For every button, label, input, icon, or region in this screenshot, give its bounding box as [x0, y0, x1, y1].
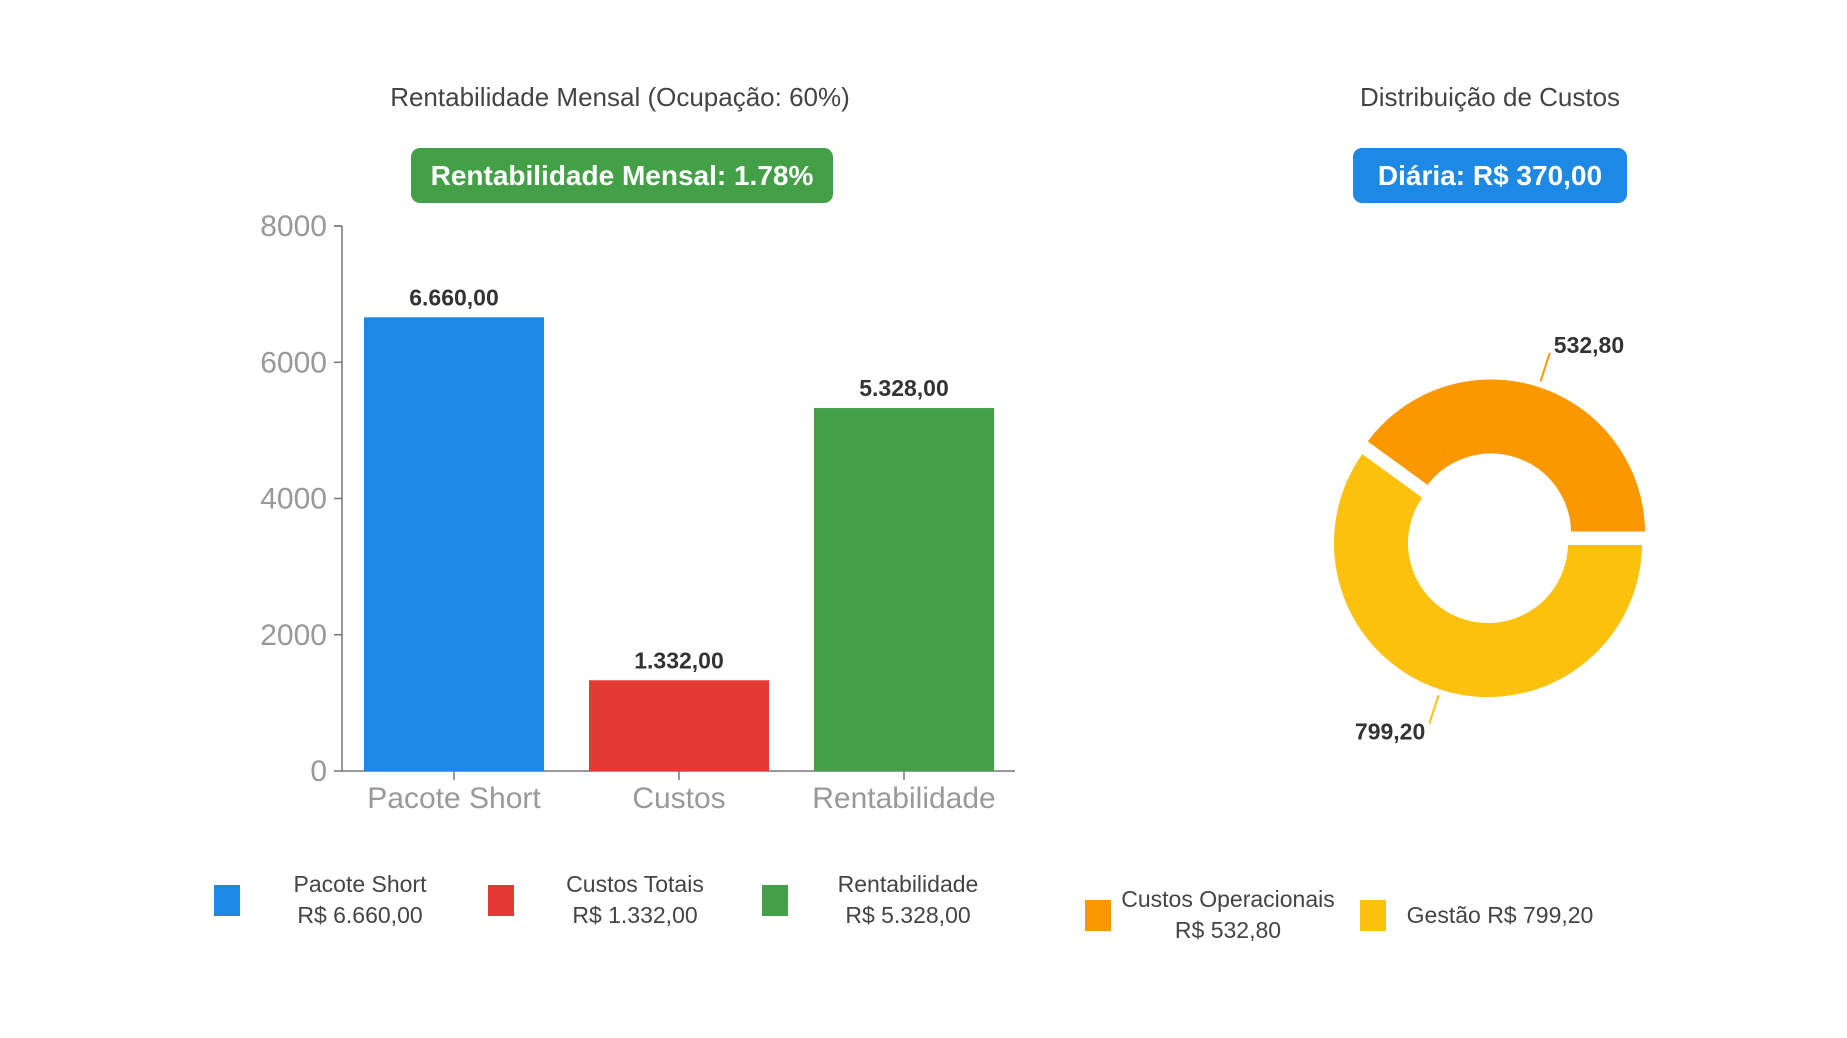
legend-label: Rentabilidade R$ 5.328,00 [818, 869, 998, 931]
x-tick-label: Custos [632, 782, 725, 815]
legend-label: Gestão R$ 799,20 [1395, 900, 1605, 931]
pie-leader-line [1539, 352, 1551, 382]
legend-swatch [1360, 900, 1386, 931]
x-tick-label: Pacote Short [367, 782, 541, 815]
pie-slice-custos-operacionais [1362, 375, 1650, 536]
pie-leader-line [1428, 694, 1440, 725]
profitability-badge: Rentabilidade Mensal: 1.78% [411, 148, 833, 203]
legend-label-line1: Gestão R$ 799,20 [1406, 902, 1594, 928]
y-tick-label: 0 [310, 755, 327, 788]
legend-label-line2: R$ 1.332,00 [572, 902, 698, 928]
legend-swatch [488, 885, 514, 916]
legend-label-line1: Custos Totais [566, 871, 704, 897]
bar-data-label: 1.332,00 [634, 647, 724, 673]
legend-label-line1: Pacote Short [293, 871, 427, 897]
legend-label: Custos Operacionais R$ 532,80 [1105, 884, 1351, 946]
legend-label-line2: R$ 5.328,00 [845, 902, 971, 928]
bar-data-label: 5.328,00 [859, 375, 949, 401]
bar-rentabilidade [814, 408, 994, 771]
legend-label-line2: R$ 532,80 [1174, 917, 1282, 943]
x-tick-label: Rentabilidade [812, 782, 995, 815]
pie-slice-gestão [1330, 448, 1647, 701]
bar-custos [589, 680, 769, 771]
legend-swatch [1085, 900, 1111, 931]
daily-rate-badge: Diária: R$ 370,00 [1353, 148, 1627, 203]
y-tick-label: 4000 [260, 483, 327, 516]
legend-label: Pacote Short R$ 6.660,00 [270, 869, 450, 931]
legend-label-line2: R$ 6.660,00 [297, 902, 423, 928]
legend-label-line1: Custos Operacionais [1121, 886, 1335, 912]
y-tick-label: 6000 [260, 346, 327, 379]
pie-chart-title: Distribuição de Custos [1359, 82, 1621, 112]
bar-pacote-short [364, 317, 544, 771]
legend-label-line1: Rentabilidade [837, 871, 979, 897]
y-tick-label: 8000 [260, 210, 327, 243]
pie-data-label: 532,80 [1554, 332, 1624, 358]
y-tick-label: 2000 [260, 619, 327, 652]
legend-swatch [214, 885, 240, 916]
legend-label: Custos Totais R$ 1.332,00 [545, 869, 725, 931]
legend-swatch [762, 885, 788, 916]
bar-chart-title: Rentabilidade Mensal (Ocupação: 60%) [390, 82, 850, 112]
bar-data-label: 6.660,00 [409, 284, 499, 310]
pie-data-label: 799,20 [1355, 719, 1425, 745]
